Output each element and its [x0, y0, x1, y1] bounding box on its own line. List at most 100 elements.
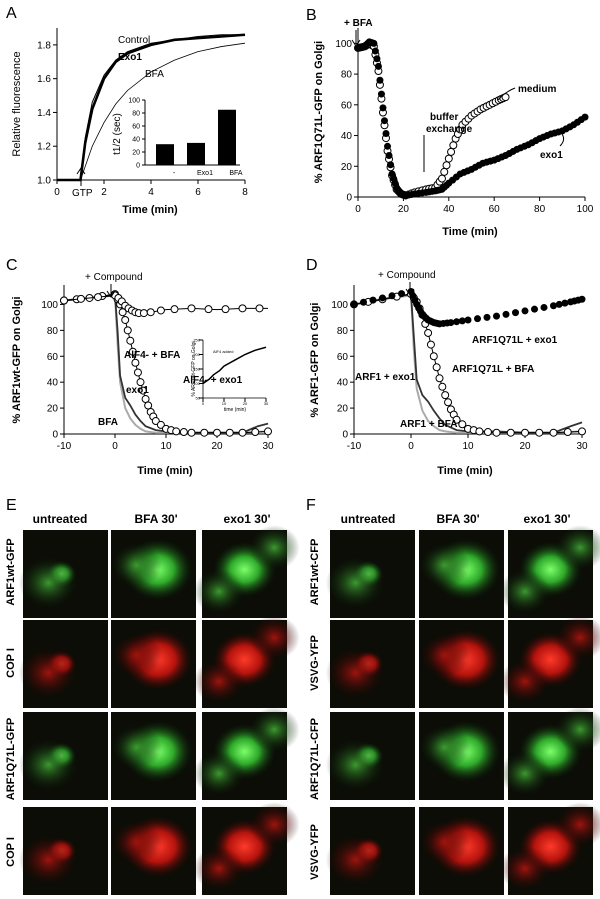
- chart-d-point-q71l-bfa: [492, 428, 501, 437]
- chart-b: 0 20 40 60 80 100 0 20 40 60 80 100 Time (min) % AR…: [313, 18, 594, 238]
- chart-b-point-medium: [447, 147, 456, 156]
- chart-c-point-alf-bfa: [139, 386, 148, 395]
- chart-c-point-alf-bfa: [141, 395, 150, 404]
- chart-c-ytick: 0: [52, 430, 58, 441]
- micrograph-e: [193, 802, 300, 895]
- chart-b-point-exo1: [374, 62, 382, 70]
- chart-c-compound-label: + Compound: [85, 272, 143, 283]
- chart-d-ytick: 80: [337, 326, 349, 337]
- chart-b-point-exo1: [380, 117, 388, 125]
- chart-d-point-q71l-bfa: [578, 427, 586, 436]
- chart-d-point-q71l-exo1: [540, 303, 548, 311]
- chart-d-xtick: 20: [519, 441, 531, 452]
- chart-a-inset-category: -: [173, 170, 176, 177]
- chart-b-xtick: 100: [577, 204, 594, 215]
- chart-b-xtick: 0: [355, 204, 361, 215]
- panel-label-a: A: [6, 5, 17, 22]
- chart-b-xtick: 60: [489, 204, 501, 215]
- chart-c-ytick: 40: [47, 378, 59, 389]
- chart-b-point-exo1: [581, 113, 589, 121]
- micrograph-f: [325, 712, 415, 800]
- chart-d-point-q71l-exo1: [458, 317, 466, 325]
- micrograph-f: [419, 620, 504, 708]
- panel-label-d: D: [306, 257, 318, 274]
- chart-c-point-alf-exo1: [77, 294, 85, 303]
- chart-c-inset-xtick: 10: [222, 401, 227, 406]
- chart-a-xlabel: Time (min): [122, 204, 178, 216]
- chart-a-inset-ytick: 40: [132, 137, 140, 144]
- chart-d-point-q71l-bfa: [444, 398, 453, 407]
- chart-d-point-q71l-bfa: [563, 428, 572, 437]
- micrograph-f: [325, 620, 415, 708]
- chart-c-point-alf-exo1: [221, 305, 230, 314]
- chart-a-inset-ytick: 80: [132, 111, 140, 118]
- chart-b-point-medium: [437, 174, 446, 183]
- chart-d-ytick: 40: [337, 378, 349, 389]
- chart-a-ytick: 1.8: [37, 40, 51, 51]
- chart-d-point-q71l-bfa: [506, 428, 515, 437]
- chart-c-inset-ytick: 200: [193, 352, 200, 357]
- chart-d-point-q71l-exo1: [578, 295, 586, 303]
- chart-c-inset-series: [202, 346, 267, 385]
- micrograph-e: [111, 530, 196, 618]
- chart-c-point-alf-bfa: [200, 428, 209, 437]
- chart-a-label-exo1: Exo1: [118, 52, 142, 63]
- chart-c-xtick: 20: [211, 441, 223, 452]
- chart-d-point-q71l-bfa: [441, 391, 450, 400]
- chart-c-point-alf-bfa: [213, 428, 221, 437]
- chart-a-xtick: 2: [101, 187, 107, 198]
- chart-d-point-q71l-exo1: [555, 300, 563, 308]
- chart-c-point-alf-bfa: [133, 368, 142, 377]
- panel-e-row-3: ARF1Q71L-GFP: [5, 718, 17, 801]
- micrograph-f: [419, 807, 504, 895]
- panel-label-f: F: [306, 497, 316, 514]
- chart-b-point-exo1: [382, 129, 390, 137]
- chart-c-ytick: 20: [47, 404, 59, 415]
- chart-d-xtick: 30: [576, 441, 588, 452]
- panel-e-row-1: ARF1wt-GFP: [5, 538, 17, 605]
- chart-b-point-exo1: [377, 90, 385, 98]
- chart-b-xtick: 40: [443, 204, 455, 215]
- chart-d-point-q71l-bfa: [424, 328, 433, 337]
- chart-c-point-alf-exo1: [204, 305, 213, 314]
- micrograph-e: [111, 620, 196, 708]
- chart-d-ytick: 0: [342, 430, 348, 441]
- chart-a-ytick: 1.0: [37, 176, 51, 187]
- chart-c-point-alf-bfa: [126, 336, 135, 345]
- chart-a-xtick: 8: [242, 187, 248, 198]
- chart-d-point-q71l-bfa: [429, 352, 438, 361]
- chart-b-point-medium: [449, 141, 458, 150]
- micrograph-f: [499, 615, 600, 708]
- chart-b-exchange-label: exchange: [426, 124, 473, 135]
- chart-c-inset-xtick: 20: [243, 401, 248, 406]
- chart-c-label-exo1: exo1: [126, 385, 149, 396]
- chart-c-point-alf-exo1: [139, 309, 148, 318]
- chart-b-point-exo1: [379, 104, 387, 112]
- chart-a-series-exo1: [57, 33, 246, 182]
- micrograph-f: [325, 530, 415, 618]
- chart-d-point-q71l-exo1: [350, 300, 358, 308]
- chart-a-xtick: 0: [54, 187, 60, 198]
- micrograph-e: [193, 525, 300, 618]
- micrograph-e: [193, 707, 300, 800]
- chart-d-point-q71l-bfa: [549, 428, 558, 437]
- chart-c-point-alf-exo1: [60, 296, 68, 305]
- chart-b-xtick: 80: [534, 204, 546, 215]
- chart-a-inset-category: BFA: [229, 170, 243, 177]
- chart-d-point-q71l-exo1: [521, 307, 529, 315]
- micrograph-f: [419, 712, 504, 800]
- micrograph-f: [419, 530, 504, 618]
- panel-f-col-exo1: exo1 30': [524, 512, 571, 526]
- chart-a-xtick: 6: [195, 187, 201, 198]
- chart-c-point-alf-bfa: [251, 428, 260, 437]
- panel-f-row-1: ARF1wt-CFP: [309, 539, 321, 606]
- chart-d-ytick: 100: [331, 300, 348, 311]
- panel-e-col-bfa: BFA 30': [134, 512, 177, 526]
- panel-f-row-3: ARF1Q71L-CFP: [309, 718, 321, 800]
- chart-a-inset-bar: [187, 142, 205, 165]
- chart-d-xlabel: Time (min): [437, 465, 493, 477]
- chart-b-point-exo1: [370, 39, 378, 47]
- chart-a-inset-ytick: 100: [128, 98, 140, 105]
